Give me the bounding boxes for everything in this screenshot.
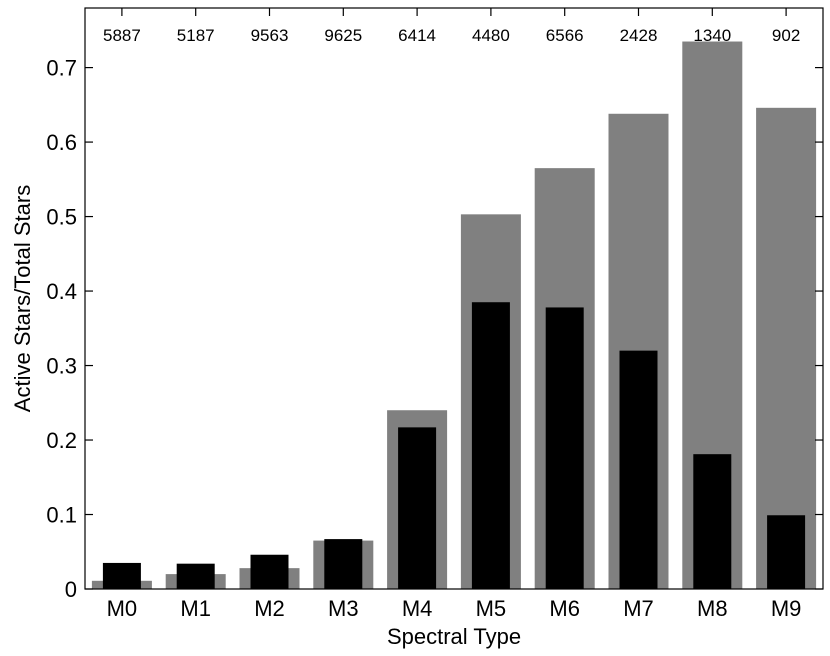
x-tick-label: M2 [254,596,285,621]
count-label: 2428 [620,26,658,45]
y-tick-label: 0.5 [46,205,77,230]
black-bar-m9 [767,515,806,589]
count-label: 5187 [177,26,215,45]
y-tick-label: 0.3 [46,354,77,379]
count-label: 9563 [251,26,289,45]
y-tick-label: 0.1 [46,503,77,528]
black-bar-m8 [693,454,732,589]
y-axis-title: Active Stars/Total Stars [10,185,35,412]
x-tick-label: M3 [328,596,359,621]
count-label: 1340 [693,26,731,45]
y-tick-label: 0.4 [46,279,77,304]
y-tick-label: 0.6 [46,130,77,155]
x-tick-label: M7 [623,596,654,621]
x-tick-label: M4 [402,596,433,621]
black-bar-m5 [471,302,510,589]
y-axis-ticks: 0 0.1 0.2 0.3 0.4 0.5 0.6 0.7 [46,56,823,602]
x-axis-ticks: M0 M1 M2 M3 M4 M5 M6 M7 M8 M9 [107,8,802,621]
y-tick-label: 0 [65,577,77,602]
count-label: 6414 [398,26,436,45]
x-tick-label: M9 [771,596,802,621]
count-label: 4480 [472,26,510,45]
black-bar-m4 [398,427,437,589]
x-axis-title: Spectral Type [387,624,521,649]
y-tick-label: 0.2 [46,428,77,453]
x-tick-label: M5 [476,596,507,621]
x-tick-label: M6 [549,596,580,621]
black-bar-m6 [545,307,584,589]
plot-frame [84,7,824,590]
gray-bar-m9 [756,107,817,590]
count-label: 902 [772,26,800,45]
x-tick-label: M0 [107,596,138,621]
black-bars [102,302,806,589]
x-tick-label: M8 [697,596,728,621]
count-label: 5887 [103,26,141,45]
x-tick-label: M1 [180,596,211,621]
count-labels: 5887 5187 9563 9625 6414 4480 6566 2428 1340 902 [103,26,800,45]
y-tick-label: 0.7 [46,56,77,81]
black-bar-m7 [619,350,658,589]
black-bar-m3 [324,539,363,589]
count-label: 9625 [324,26,362,45]
count-label: 6566 [546,26,584,45]
